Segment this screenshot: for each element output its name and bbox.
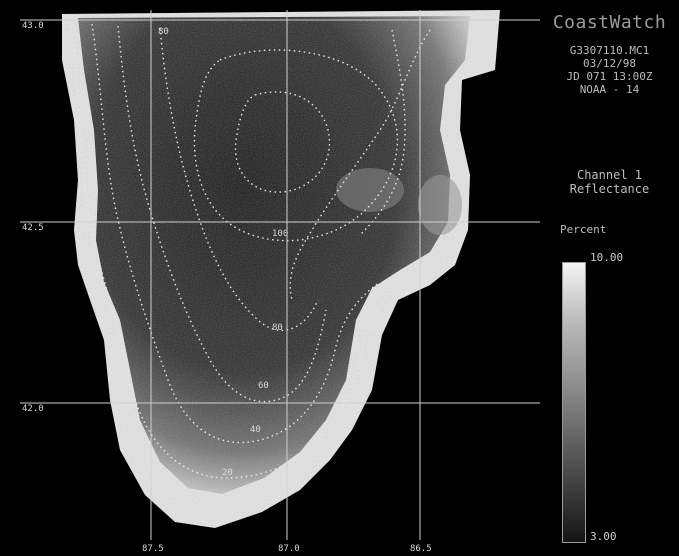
bright-patch-2 [418,175,462,235]
julian-time: JD 071 13:00Z [566,70,653,83]
lake-texture [62,10,500,528]
lat-label-3: 42.0 [22,404,44,414]
image-id: G3307110.MC1 [569,44,650,57]
legend-max-label: 10.00 [590,251,624,264]
info-panel: CoastWatch G3307110.MC1 03/12/98 JD 071 … [540,0,679,556]
channel-label: Channel 1 [576,168,643,182]
satellite-name: NOAA - 14 [579,83,640,96]
lat-label-2: 42.5 [22,223,44,233]
bright-patch [336,168,404,212]
graticule [20,10,540,540]
satellite-map: 43.0 42.5 42.0 87.5 87.0 86.5 80 100 80 … [20,10,540,554]
contour-4 [159,27,319,331]
contour-lines [69,19,431,479]
lon-label-2: 87.0 [278,544,300,554]
contour-6 [234,91,331,193]
image-date: 03/12/98 [583,57,636,70]
contour-2 [91,23,381,444]
contour-5 [289,29,431,301]
contour-label-5: 40 [250,425,261,435]
contour-label-1: 80 [158,27,169,37]
contour-label-2: 100 [272,229,288,239]
channel-product: Reflectance [569,182,650,196]
legend-unit: Percent [560,223,607,236]
legend-min-label: 3.00 [590,530,617,543]
contour-label-6: 20 [222,468,233,478]
contour-7 [193,49,399,242]
contour-label-3: 80 [272,323,283,333]
contour-8 [359,29,406,236]
lat-label-1: 43.0 [22,21,44,31]
color-scale-bar [562,262,586,543]
lon-label-1: 87.5 [142,544,164,554]
app-title: CoastWatch [552,12,667,33]
lon-label-3: 86.5 [410,544,432,554]
contour-label-4: 60 [258,381,269,391]
